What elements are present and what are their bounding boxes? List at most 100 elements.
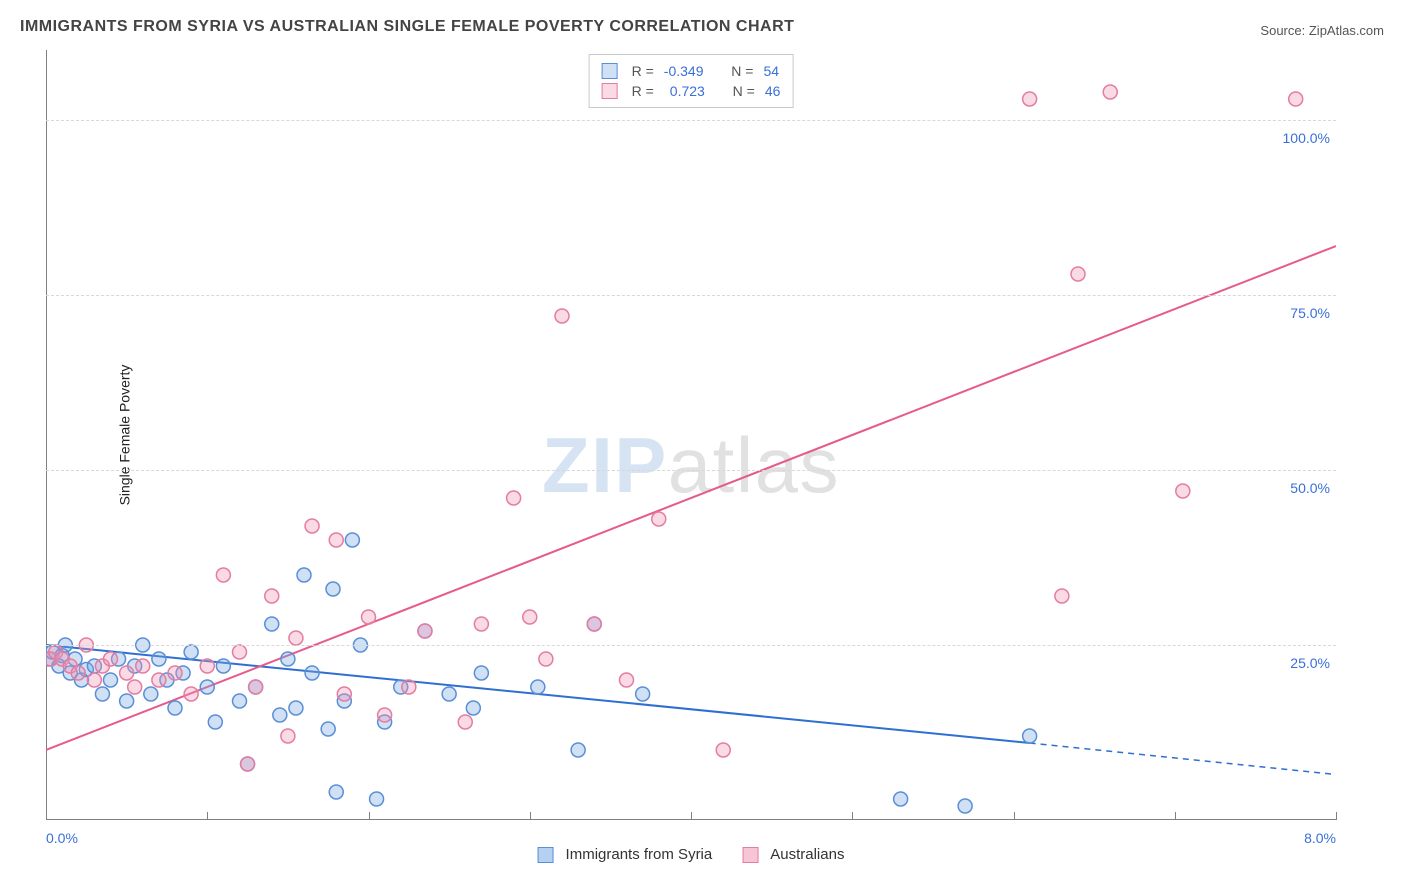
data-point	[620, 673, 634, 687]
data-point	[418, 624, 432, 638]
data-point	[652, 512, 666, 526]
data-point	[281, 729, 295, 743]
n-label-1: N =	[733, 81, 755, 101]
data-point	[216, 659, 230, 673]
legend-swatch-1	[742, 847, 758, 863]
data-point	[1023, 729, 1037, 743]
data-point	[305, 666, 319, 680]
x-tick	[207, 812, 208, 820]
source-attribution: Source: ZipAtlas.com	[1260, 23, 1384, 38]
y-tick-label: 100.0%	[1283, 130, 1330, 146]
data-point	[297, 568, 311, 582]
data-point	[200, 659, 214, 673]
data-point	[184, 645, 198, 659]
grid-line-h	[46, 120, 1336, 121]
data-point	[442, 687, 456, 701]
data-point	[249, 680, 263, 694]
data-point	[321, 722, 335, 736]
grid-line-h	[46, 470, 1336, 471]
x-tick-label: 8.0%	[1304, 830, 1336, 846]
data-point	[378, 708, 392, 722]
x-tick	[46, 812, 47, 820]
data-point	[894, 792, 908, 806]
data-point	[1055, 589, 1069, 603]
legend-item-0: Immigrants from Syria	[538, 846, 713, 863]
data-point	[233, 645, 247, 659]
data-point	[539, 652, 553, 666]
stats-row-0: R = -0.349 N = 54	[602, 61, 781, 81]
r-label-0: R =	[632, 61, 654, 81]
data-point	[329, 533, 343, 547]
x-tick	[530, 812, 531, 820]
data-point	[233, 694, 247, 708]
data-point	[587, 617, 601, 631]
data-point	[273, 708, 287, 722]
data-point	[305, 519, 319, 533]
data-point	[1071, 267, 1085, 281]
n-label-0: N =	[731, 61, 753, 81]
data-point	[71, 666, 85, 680]
data-point	[104, 673, 118, 687]
x-tick	[369, 812, 370, 820]
data-point	[1023, 92, 1037, 106]
data-point	[208, 715, 222, 729]
data-point	[216, 568, 230, 582]
data-point	[329, 785, 343, 799]
legend-swatch-0	[538, 847, 554, 863]
legend-label-0: Immigrants from Syria	[566, 846, 713, 863]
bottom-legend: Immigrants from Syria Australians	[538, 846, 845, 863]
data-point	[120, 694, 134, 708]
data-point	[474, 666, 488, 680]
data-point	[95, 687, 109, 701]
data-point	[241, 757, 255, 771]
data-point	[345, 533, 359, 547]
data-point	[136, 659, 150, 673]
stats-legend: R = -0.349 N = 54 R = 0.723 N = 46	[589, 54, 794, 108]
data-point	[104, 652, 118, 666]
x-tick-label: 0.0%	[46, 830, 78, 846]
source-name: ZipAtlas.com	[1309, 23, 1384, 38]
trend-line-dashed	[1030, 743, 1336, 775]
data-point	[458, 715, 472, 729]
data-point	[281, 652, 295, 666]
swatch-1	[602, 83, 618, 99]
trend-line	[46, 246, 1336, 750]
data-point	[289, 701, 303, 715]
data-point	[636, 687, 650, 701]
data-point	[1289, 92, 1303, 106]
data-point	[474, 617, 488, 631]
legend-label-1: Australians	[770, 846, 844, 863]
chart-svg	[46, 50, 1336, 820]
swatch-0	[602, 63, 618, 79]
data-point	[289, 631, 303, 645]
data-point	[152, 652, 166, 666]
data-point	[370, 792, 384, 806]
data-point	[337, 687, 351, 701]
data-point	[120, 666, 134, 680]
data-point	[958, 799, 972, 813]
r-value-0: -0.349	[664, 61, 704, 81]
data-point	[326, 582, 340, 596]
data-point	[523, 610, 537, 624]
data-point	[87, 673, 101, 687]
chart-title: IMMIGRANTS FROM SYRIA VS AUSTRALIAN SING…	[20, 18, 794, 36]
data-point	[555, 309, 569, 323]
data-point	[716, 743, 730, 757]
n-value-1: 46	[765, 81, 781, 101]
data-point	[1103, 85, 1117, 99]
grid-line-h	[46, 295, 1336, 296]
data-point	[466, 701, 480, 715]
data-point	[507, 491, 521, 505]
data-point	[265, 617, 279, 631]
data-point	[184, 687, 198, 701]
n-value-0: 54	[763, 61, 779, 81]
x-tick	[1175, 812, 1176, 820]
data-point	[402, 680, 416, 694]
data-point	[144, 687, 158, 701]
data-point	[128, 680, 142, 694]
data-point	[362, 610, 376, 624]
x-tick	[1014, 812, 1015, 820]
data-point	[265, 589, 279, 603]
stats-row-1: R = 0.723 N = 46	[602, 81, 781, 101]
data-point	[168, 666, 182, 680]
